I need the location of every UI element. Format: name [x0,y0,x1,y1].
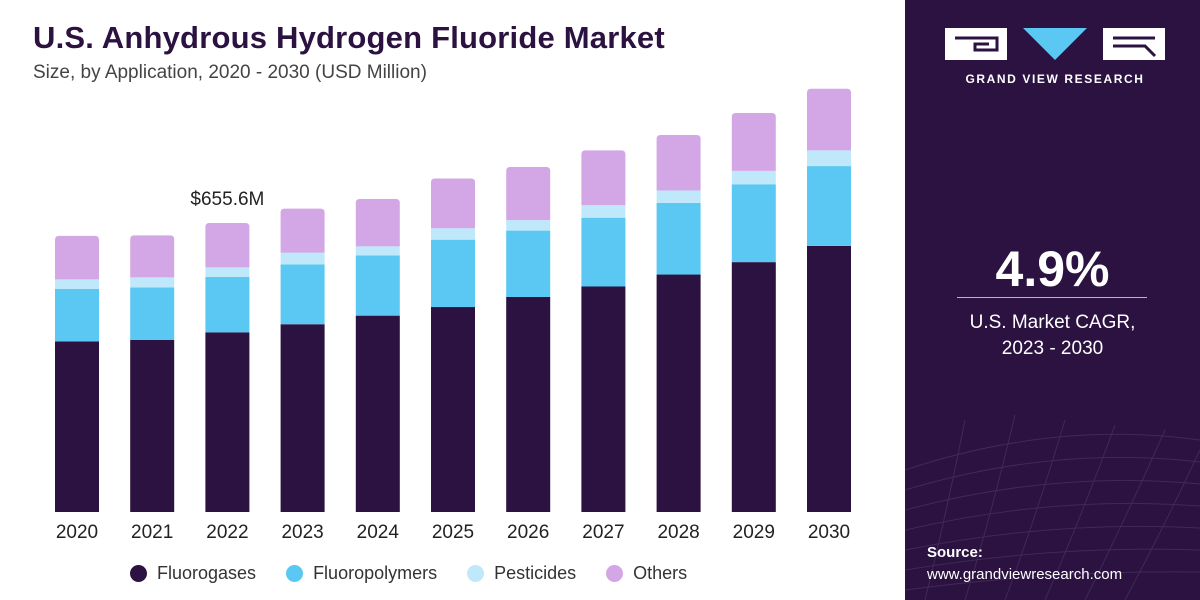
x-tick-label-2028: 2028 [657,522,699,543]
bar-segment-fluoropolymers-2025 [431,239,475,308]
grand-view-research-logo: GRAND VIEW RESEARCH [945,24,1165,94]
bar-segment-fluorogases-2020 [55,341,99,512]
cagr-value: 4.9% [995,241,1110,297]
bar-segment-others-2020 [55,235,99,280]
bar-segment-fluorogases-2027 [581,286,626,512]
brand-name: GRAND VIEW RESEARCH [965,72,1145,86]
legend-swatch-fluoropolymers [286,565,304,582]
data-label-2022: $655.6M [190,189,264,210]
bar-segment-fluorogases-2024 [355,315,400,512]
x-tick-label-2029: 2029 [733,522,775,543]
bar-segment-fluorogases-2022 [205,332,250,512]
bar-segment-fluoropolymers-2023 [280,264,325,325]
bar-segment-fluorogases-2021 [130,340,175,512]
legend-label-others: Others [633,563,688,583]
bar-segment-pesticides-2021 [130,277,175,288]
bar-segment-pesticides-2025 [431,228,475,240]
chart-title: U.S. Anhydrous Hydrogen Fluoride Market [33,20,665,55]
bar-segment-fluoropolymers-2022 [205,276,250,333]
bar-segment-pesticides-2026 [506,220,551,231]
bar-segment-others-2021 [130,235,175,278]
bar-segment-fluoropolymers-2021 [130,287,175,340]
bar-segment-fluoropolymers-2026 [506,230,551,297]
bar-segment-others-2025 [431,178,475,229]
bar-segment-pesticides-2024 [355,246,400,256]
bar-segment-fluoropolymers-2029 [731,184,776,263]
bar-segment-fluoropolymers-2024 [355,255,400,316]
x-tick-label-2022: 2022 [206,522,248,543]
legend-label-pesticides: Pesticides [494,563,577,583]
source-url[interactable]: www.grandviewresearch.com [927,566,1123,583]
bar-segment-pesticides-2029 [731,170,776,185]
x-tick-label-2024: 2024 [357,522,400,543]
cagr-divider [957,297,1147,298]
cagr-label-line2: 2023 - 2030 [1001,338,1104,359]
bar-segment-others-2029 [731,113,776,171]
legend-swatch-others [606,565,624,582]
bar-segment-fluorogases-2029 [731,262,776,512]
bar-segment-fluoropolymers-2027 [581,217,626,287]
legend-swatch-fluorogases [130,565,147,582]
bar-segment-others-2030 [807,88,851,151]
bar-segment-fluoropolymers-2030 [807,166,851,246]
source-label: Source: [927,544,983,561]
bar-segment-fluorogases-2023 [280,324,325,512]
bar-segment-others-2022 [205,222,250,268]
x-tick-label-2026: 2026 [507,522,549,543]
x-tick-label-2030: 2030 [808,522,850,543]
legend-item-pesticides: Pesticides [467,563,576,584]
bar-segment-fluoropolymers-2020 [55,288,99,342]
bar-segment-pesticides-2022 [205,267,250,277]
stacked-bar-chart: 2020 2021 2022 $655.6M 2023 2024 2025 2026 2027 2… [55,88,851,543]
gvr-logo-mark-icon [945,28,1165,60]
bar-segment-others-2028 [656,135,701,191]
legend-swatch-pesticides [467,565,485,582]
bar-segment-others-2023 [280,208,325,253]
x-tick-label-2023: 2023 [281,522,323,543]
chart-subtitle: Size, by Application, 2020 - 2030 (USD M… [33,62,427,83]
cagr-label-line1: U.S. Market CAGR, [969,312,1136,333]
bar-segment-pesticides-2027 [581,205,626,218]
x-tick-label-2027: 2027 [582,522,624,543]
grid-pattern-background [905,414,1200,600]
bar-segment-fluorogases-2026 [506,297,551,512]
side-panel: GRAND VIEW RESEARCH 4.9% U.S. Market CAG… [905,0,1200,600]
x-tick-label-2020: 2020 [56,522,98,543]
x-tick-label-2021: 2021 [131,522,173,543]
bar-segment-others-2026 [506,167,551,221]
bar-segment-fluoropolymers-2028 [656,202,701,275]
legend-item-fluorogases: Fluorogases [130,563,256,584]
bar-segment-fluorogases-2030 [807,245,851,512]
bar-segment-pesticides-2020 [55,279,99,289]
chart-legend: Fluorogases Fluoropolymers Pesticides Ot… [130,563,687,584]
bar-segment-fluorogases-2025 [431,307,475,512]
legend-item-others: Others [606,563,687,584]
bar-segment-pesticides-2030 [807,150,851,167]
cagr-label: U.S. Market CAGR, 2023 - 2030 [905,310,1200,362]
bar-segment-pesticides-2023 [280,252,325,265]
legend-label-fluorogases: Fluorogases [157,563,257,583]
bar-segment-fluorogases-2028 [656,274,701,512]
legend-item-fluoropolymers: Fluoropolymers [286,563,437,584]
x-tick-label-2025: 2025 [432,522,474,543]
bar-segment-pesticides-2028 [656,190,701,203]
legend-label-fluoropolymers: Fluoropolymers [313,563,438,583]
bar-segment-others-2027 [581,150,626,206]
bar-segment-others-2024 [355,199,400,247]
